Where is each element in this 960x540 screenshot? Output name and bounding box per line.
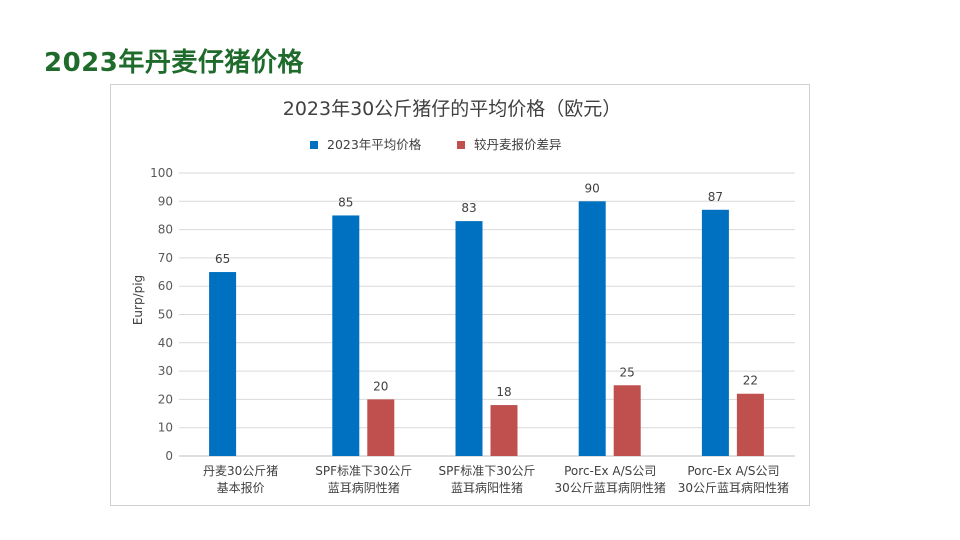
bar-average-price xyxy=(578,201,606,456)
x-axis-labels: 丹麦30公斤猪基本报价SPF标准下30公斤蓝耳病阴性猪SPF标准下30公斤蓝耳病… xyxy=(203,464,789,495)
y-tick-label: 60 xyxy=(158,279,173,293)
bar-price-difference xyxy=(490,405,518,456)
y-axis-ticks: 0 10 20 30 40 50 60 70 80 90 100 xyxy=(150,166,173,463)
x-tick-label: 30公斤蓝耳病阳性猪 xyxy=(678,480,789,495)
bar-price-difference xyxy=(367,399,395,456)
y-tick-label: 30 xyxy=(158,364,173,378)
data-label: 18 xyxy=(496,385,511,399)
x-tick-label: 30公斤蓝耳病阴性猪 xyxy=(555,480,666,495)
y-tick-label: 10 xyxy=(158,421,173,435)
x-tick-label: SPF标准下30公斤 xyxy=(315,464,412,478)
bar-chart: 2023年30公斤猪仔的平均价格（欧元） 2023年平均价格 较丹麦报价差异 0 1… xyxy=(131,98,795,495)
y-tick-label: 70 xyxy=(158,251,173,265)
chart-gridlines xyxy=(179,172,795,457)
x-tick-label: Porc-Ex A/S公司 xyxy=(564,464,656,478)
chart-container: 2023年30公斤猪仔的平均价格（欧元） 2023年平均价格 较丹麦报价差异 0 1… xyxy=(110,84,810,506)
x-tick-label: SPF标准下30公斤 xyxy=(438,464,535,478)
data-label: 87 xyxy=(708,190,723,204)
data-label: 85 xyxy=(338,195,353,209)
bar-average-price xyxy=(455,221,483,456)
bar-average-price xyxy=(701,209,729,456)
data-label: 90 xyxy=(585,181,600,195)
legend-label: 较丹麦报价差异 xyxy=(474,137,562,152)
legend-swatch xyxy=(457,141,465,149)
y-tick-label: 0 xyxy=(165,449,173,463)
legend-label: 2023年平均价格 xyxy=(327,137,422,152)
y-tick-label: 50 xyxy=(158,308,173,322)
data-label: 65 xyxy=(215,252,230,266)
chart-title: 2023年30公斤猪仔的平均价格（欧元） xyxy=(283,98,622,120)
data-label: 20 xyxy=(373,379,388,393)
x-tick-label: 基本报价 xyxy=(217,480,265,495)
bar-price-difference xyxy=(613,385,641,456)
x-tick-label: Porc-Ex A/S公司 xyxy=(687,464,779,478)
x-tick-label: 丹麦30公斤猪 xyxy=(203,464,278,478)
y-tick-label: 100 xyxy=(150,166,173,180)
bar-average-price xyxy=(209,272,237,456)
bar-average-price xyxy=(332,215,360,456)
y-tick-label: 90 xyxy=(158,194,173,208)
x-tick-label: 蓝耳病阳性猪 xyxy=(451,480,523,495)
y-tick-label: 80 xyxy=(158,223,173,237)
bar-price-difference xyxy=(736,393,764,456)
chart-legend: 2023年平均价格 较丹麦报价差异 xyxy=(310,137,562,152)
data-label: 25 xyxy=(620,365,635,379)
y-tick-label: 40 xyxy=(158,336,173,350)
data-label: 83 xyxy=(461,201,476,215)
x-tick-label: 蓝耳病阴性猪 xyxy=(328,480,400,495)
y-tick-label: 20 xyxy=(158,392,173,406)
slide-title: 2023年丹麦仔猪价格 xyxy=(44,48,304,78)
y-axis-label: Eurp/pig xyxy=(131,275,145,325)
data-label: 22 xyxy=(743,374,758,388)
legend-swatch xyxy=(310,141,318,149)
chart-bars: 65 85 20 83 18 90 25 87 22 xyxy=(209,181,764,456)
